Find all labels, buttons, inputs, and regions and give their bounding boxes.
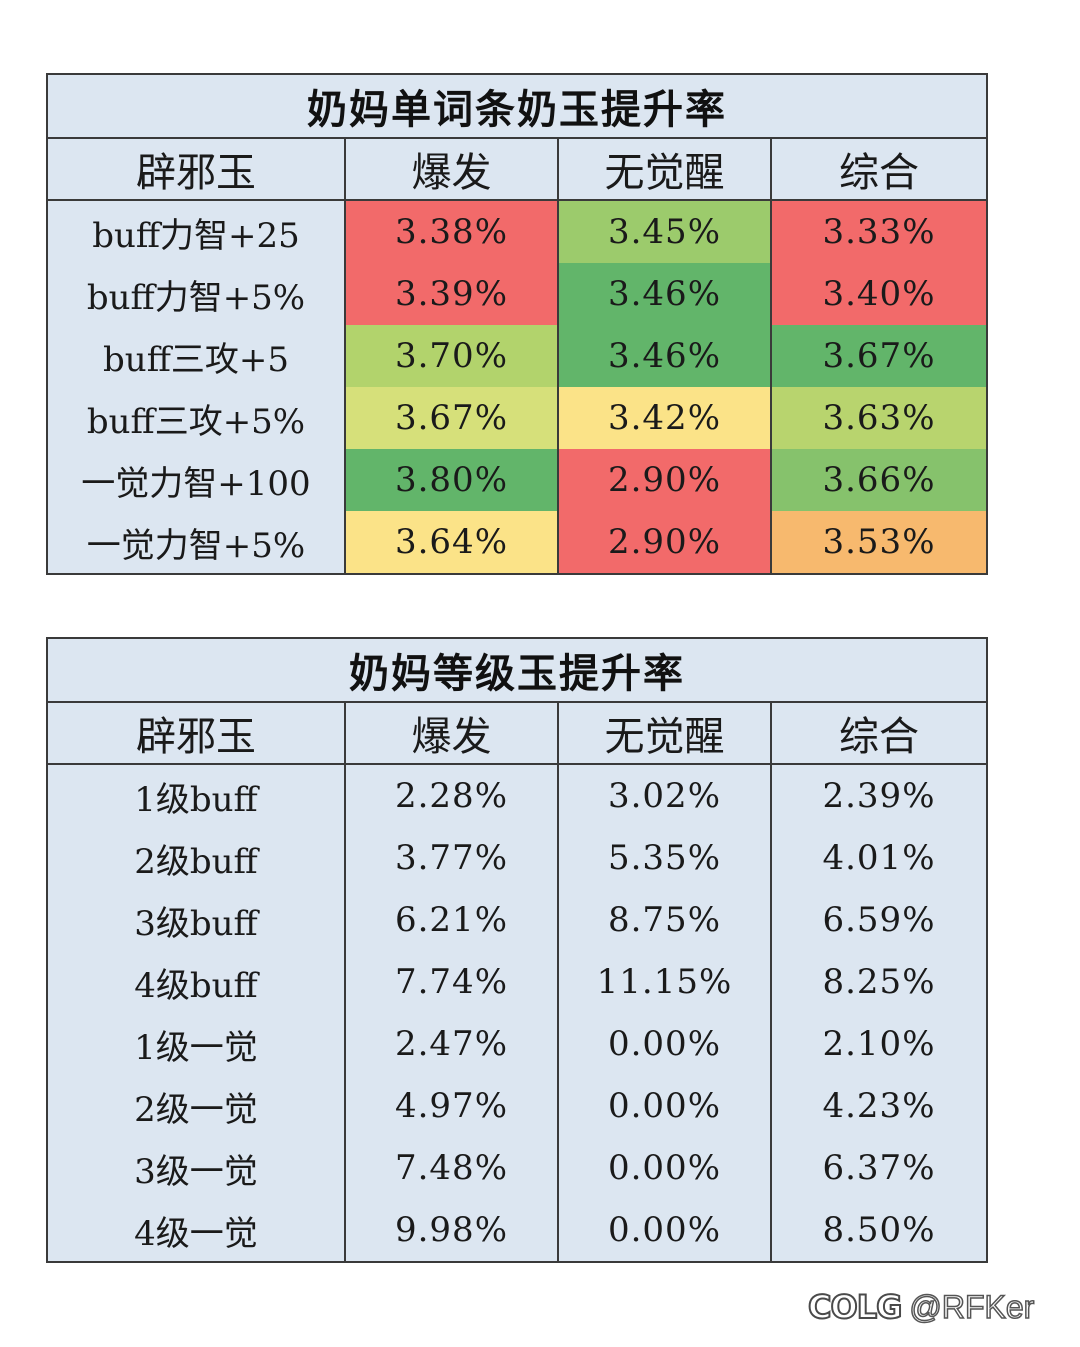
- table-row: 2级buff 3.77% 5.35% 4.01%: [46, 827, 988, 889]
- rate-cell: 3.53%: [770, 511, 988, 574]
- rate-cell: 3.39%: [344, 263, 559, 325]
- rate-cell: 6.59%: [770, 889, 988, 951]
- row-label: 2级一觉: [46, 1075, 346, 1137]
- row-label: buff三攻+5: [46, 325, 346, 387]
- rate-cell: 7.74%: [344, 951, 559, 1013]
- column-header: 无觉醒: [557, 702, 772, 765]
- rate-cell: 5.35%: [557, 827, 772, 889]
- rate-cell: 3.46%: [557, 263, 772, 325]
- rate-cell: 3.38%: [344, 200, 559, 263]
- table-row: 1级一觉 2.47% 0.00% 2.10%: [46, 1013, 988, 1075]
- rate-cell: 8.25%: [770, 951, 988, 1013]
- column-header: 综合: [770, 138, 988, 201]
- rate-table-single-stat: 奶妈单词条奶玉提升率 辟邪玉 爆发 无觉醒 综合 buff力智+25 3.38% 3…: [46, 73, 988, 575]
- rate-cell: 2.39%: [770, 764, 988, 827]
- rate-cell: 3.80%: [344, 449, 559, 511]
- rate-cell: 3.67%: [770, 325, 988, 387]
- row-label: 4级buff: [46, 951, 346, 1013]
- rate-cell: 2.28%: [344, 764, 559, 827]
- row-label: 2级buff: [46, 827, 346, 889]
- row-label: buff力智+5%: [46, 263, 346, 325]
- table-row: 4级buff 7.74% 11.15% 8.25%: [46, 951, 988, 1013]
- rate-cell: 2.47%: [344, 1013, 559, 1075]
- rate-cell: 6.37%: [770, 1137, 988, 1199]
- row-label: buff力智+25: [46, 200, 346, 263]
- rate-table-level: 奶妈等级玉提升率 辟邪玉 爆发 无觉醒 综合 1级buff 2.28% 3.02% 2…: [46, 637, 988, 1263]
- rate-cell: 3.66%: [770, 449, 988, 511]
- rate-cell: 0.00%: [557, 1199, 772, 1262]
- rate-cell: 3.63%: [770, 387, 988, 449]
- table-row: 2级一觉 4.97% 0.00% 4.23%: [46, 1075, 988, 1137]
- row-label: 3级一觉: [46, 1137, 346, 1199]
- table-row: buff力智+5% 3.39% 3.46% 3.40%: [46, 263, 988, 325]
- rate-cell: 3.67%: [344, 387, 559, 449]
- table-header-row: 辟邪玉 爆发 无觉醒 综合: [46, 702, 988, 765]
- table-title-row: 奶妈单词条奶玉提升率: [46, 74, 988, 139]
- rate-cell: 3.70%: [344, 325, 559, 387]
- rate-cell: 3.64%: [344, 511, 559, 574]
- rate-cell: 2.90%: [557, 511, 772, 574]
- rate-cell: 7.48%: [344, 1137, 559, 1199]
- row-label: 一觉力智+5%: [46, 511, 346, 574]
- table-title: 奶妈等级玉提升率: [46, 638, 988, 703]
- column-header: 综合: [770, 702, 988, 765]
- column-header: 爆发: [344, 138, 559, 201]
- row-label: 3级buff: [46, 889, 346, 951]
- table-title: 奶妈单词条奶玉提升率: [46, 74, 988, 139]
- rate-cell: 0.00%: [557, 1013, 772, 1075]
- rate-cell: 3.02%: [557, 764, 772, 827]
- rate-cell: 3.77%: [344, 827, 559, 889]
- table-row: 一觉力智+100 3.80% 2.90% 3.66%: [46, 449, 988, 511]
- table-header-row: 辟邪玉 爆发 无觉醒 综合: [46, 138, 988, 201]
- colg-logo-icon: COLG: [807, 1287, 903, 1327]
- row-label: buff三攻+5%: [46, 387, 346, 449]
- table-row: 3级一觉 7.48% 0.00% 6.37%: [46, 1137, 988, 1199]
- column-header: 辟邪玉: [46, 138, 346, 201]
- author-handle: @RFKer: [909, 1288, 1035, 1326]
- rate-cell: 3.45%: [557, 200, 772, 263]
- rate-cell: 9.98%: [344, 1199, 559, 1262]
- table-row: buff三攻+5 3.70% 3.46% 3.67%: [46, 325, 988, 387]
- table-body: buff力智+25 3.38% 3.45% 3.33% buff力智+5% 3.39% 3.…: [46, 200, 988, 574]
- rate-cell: 2.10%: [770, 1013, 988, 1075]
- rate-cell: 4.23%: [770, 1075, 988, 1137]
- column-header: 无觉醒: [557, 138, 772, 201]
- table-row: 1级buff 2.28% 3.02% 2.39%: [46, 764, 988, 827]
- row-label: 一觉力智+100: [46, 449, 346, 511]
- row-label: 1级一觉: [46, 1013, 346, 1075]
- table-row: 一觉力智+5% 3.64% 2.90% 3.53%: [46, 511, 988, 574]
- row-label: 1级buff: [46, 764, 346, 827]
- column-header: 爆发: [344, 702, 559, 765]
- table-row: 3级buff 6.21% 8.75% 6.59%: [46, 889, 988, 951]
- table-body: 1级buff 2.28% 3.02% 2.39% 2级buff 3.77% 5.35% 4.0…: [46, 764, 988, 1262]
- rate-cell: 3.42%: [557, 387, 772, 449]
- table-title-row: 奶妈等级玉提升率: [46, 638, 988, 703]
- site-watermark-logo: COLG @RFKer: [807, 1282, 1035, 1332]
- rate-cell: 0.00%: [557, 1075, 772, 1137]
- rate-cell: 2.90%: [557, 449, 772, 511]
- rate-cell: 11.15%: [557, 951, 772, 1013]
- rate-cell: 4.97%: [344, 1075, 559, 1137]
- table-row: buff力智+25 3.38% 3.45% 3.33%: [46, 200, 988, 263]
- rate-cell: 0.00%: [557, 1137, 772, 1199]
- column-header: 辟邪玉: [46, 702, 346, 765]
- table-row: 4级一觉 9.98% 0.00% 8.50%: [46, 1199, 988, 1262]
- rate-cell: 4.01%: [770, 827, 988, 889]
- row-label: 4级一觉: [46, 1199, 346, 1262]
- rate-cell: 8.50%: [770, 1199, 988, 1262]
- rate-cell: 3.46%: [557, 325, 772, 387]
- rate-cell: 3.40%: [770, 263, 988, 325]
- rate-cell: 8.75%: [557, 889, 772, 951]
- rate-cell: 6.21%: [344, 889, 559, 951]
- table-row: buff三攻+5% 3.67% 3.42% 3.63%: [46, 387, 988, 449]
- rate-cell: 3.33%: [770, 200, 988, 263]
